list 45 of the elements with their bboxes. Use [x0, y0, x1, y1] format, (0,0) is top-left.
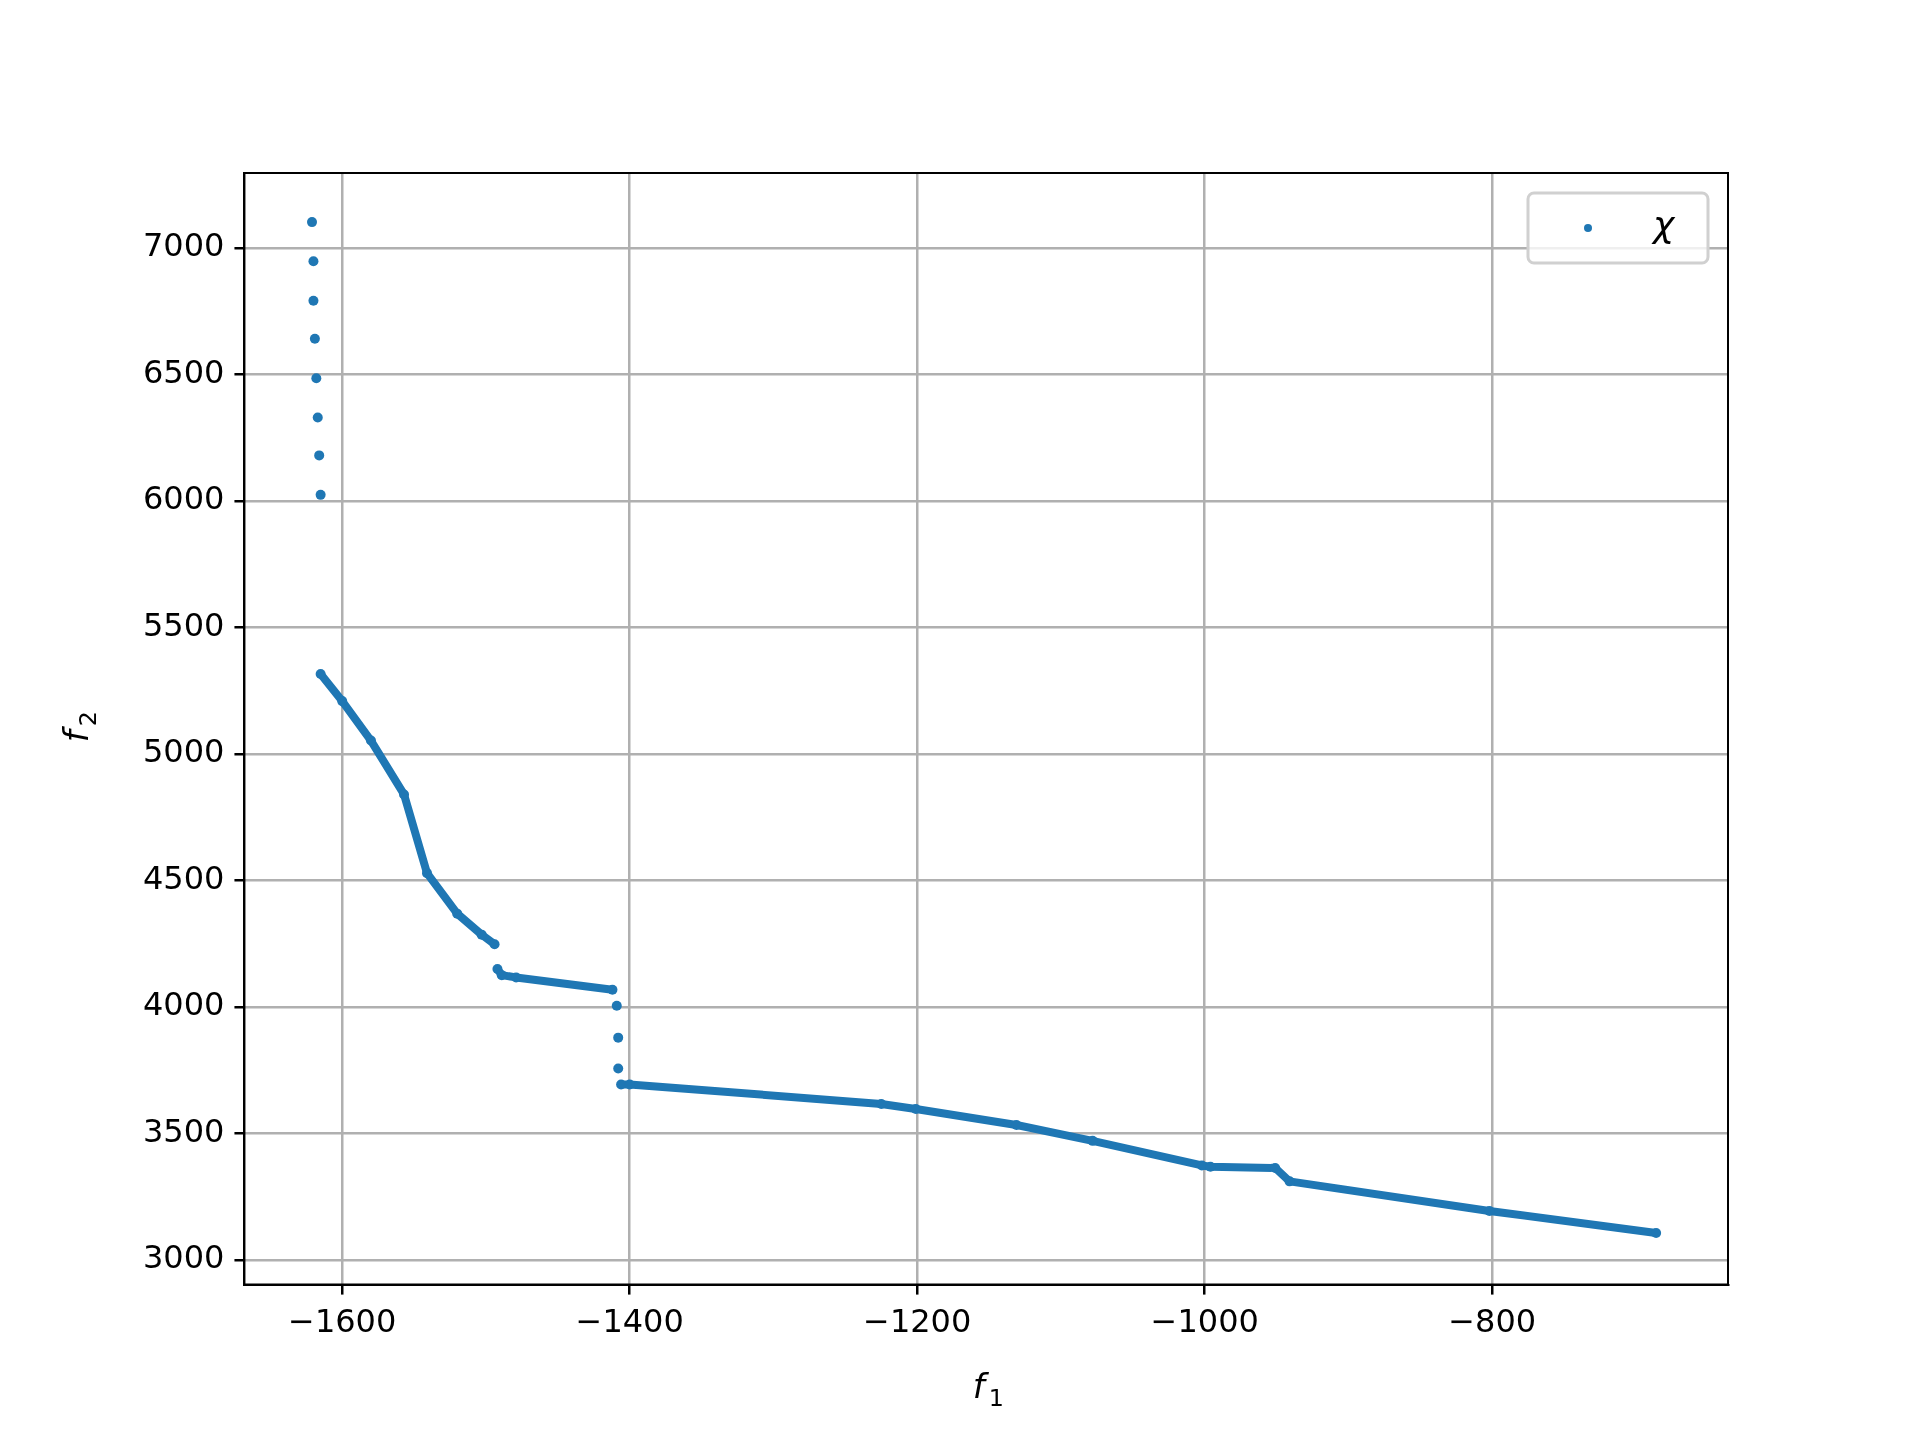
point [1196, 1160, 1207, 1171]
point [307, 217, 317, 228]
point [315, 489, 326, 500]
point [308, 256, 319, 267]
y-tick-label: 4500 [143, 858, 225, 897]
point [1270, 1162, 1281, 1173]
point [611, 1000, 622, 1011]
y-tick-label: 3500 [143, 1111, 225, 1150]
point [1651, 1227, 1662, 1238]
x-tick-label: −1600 [288, 1302, 397, 1341]
y-tick-label: 6000 [143, 479, 225, 518]
y-tick-label: 4000 [143, 985, 225, 1024]
point [399, 789, 410, 800]
y-tick-label: 5000 [143, 732, 225, 771]
x-tick-label: −1000 [1150, 1302, 1259, 1341]
point [489, 939, 500, 950]
point [1284, 1176, 1295, 1187]
point [496, 970, 507, 981]
point [312, 412, 323, 423]
point [337, 696, 348, 707]
point [613, 1063, 624, 1074]
x-tick-label: −800 [1448, 1302, 1537, 1341]
y-tick-label: 3000 [143, 1238, 225, 1277]
y-tick-label: 6500 [143, 352, 225, 391]
point [1087, 1135, 1098, 1146]
x-tick-label: −1400 [575, 1302, 684, 1341]
point [613, 1032, 624, 1043]
point [422, 868, 433, 879]
y-tick-label: 7000 [143, 226, 225, 265]
legend-label: χ [1651, 204, 1676, 246]
y-tick-label: 5500 [143, 605, 225, 644]
point [476, 929, 487, 940]
point [311, 373, 322, 384]
point [1011, 1119, 1022, 1130]
point [452, 908, 463, 919]
y-axis-title: f2 [56, 711, 102, 743]
point [315, 669, 326, 680]
point [365, 735, 376, 746]
point [309, 333, 320, 344]
x-tick-label: −1200 [863, 1302, 972, 1341]
point [308, 295, 319, 306]
point [876, 1098, 887, 1109]
point [607, 984, 618, 995]
point [1484, 1205, 1495, 1216]
point [314, 450, 325, 461]
